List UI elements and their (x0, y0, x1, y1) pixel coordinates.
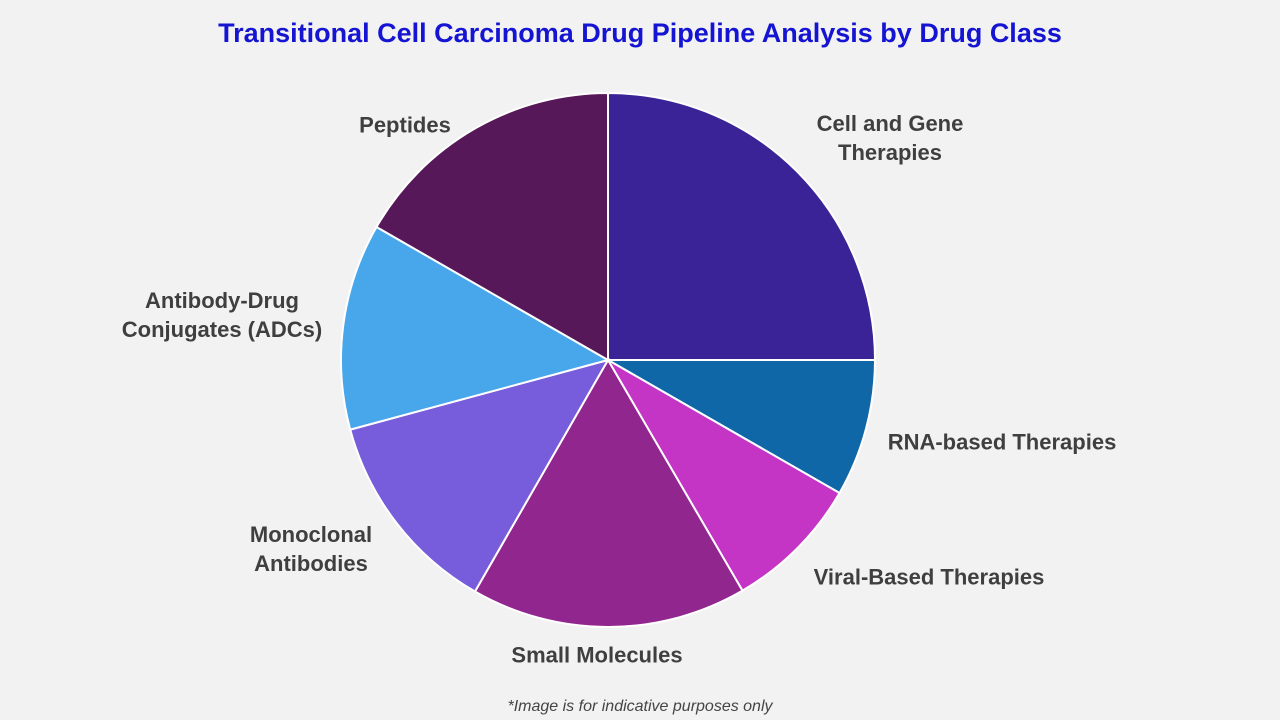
pie-slice-peptides (375, 91, 609, 362)
pie-slice-monoclonal-antibodies (349, 358, 611, 593)
slice-label: RNA-based Therapies (887, 429, 1117, 455)
pie-slice-viral-based-therapies (605, 357, 841, 593)
pie-slice-rna-based-therapies (604, 359, 877, 495)
chart-title: Transitional Cell Carcinoma Drug Pipelin… (218, 18, 1062, 48)
slice-label: Peptides (359, 112, 451, 138)
pie-slice-antibody-drug-conjugates-adcs (340, 225, 611, 431)
pie-slice-cell-and-gene-therapies (607, 91, 877, 361)
slice-label: Monoclonal Antibodies (249, 522, 373, 576)
footnote: *Image is for indicative purposes only (507, 698, 773, 715)
slice-label: Cell and Gene Therapies (816, 111, 964, 165)
pie-slice-small-molecules (473, 358, 744, 628)
slice-label: Small Molecules (511, 642, 683, 668)
slice-label: Antibody-Drug Conjugates (ADCs) (121, 288, 323, 342)
slice-label: Viral-Based Therapies (813, 564, 1045, 590)
